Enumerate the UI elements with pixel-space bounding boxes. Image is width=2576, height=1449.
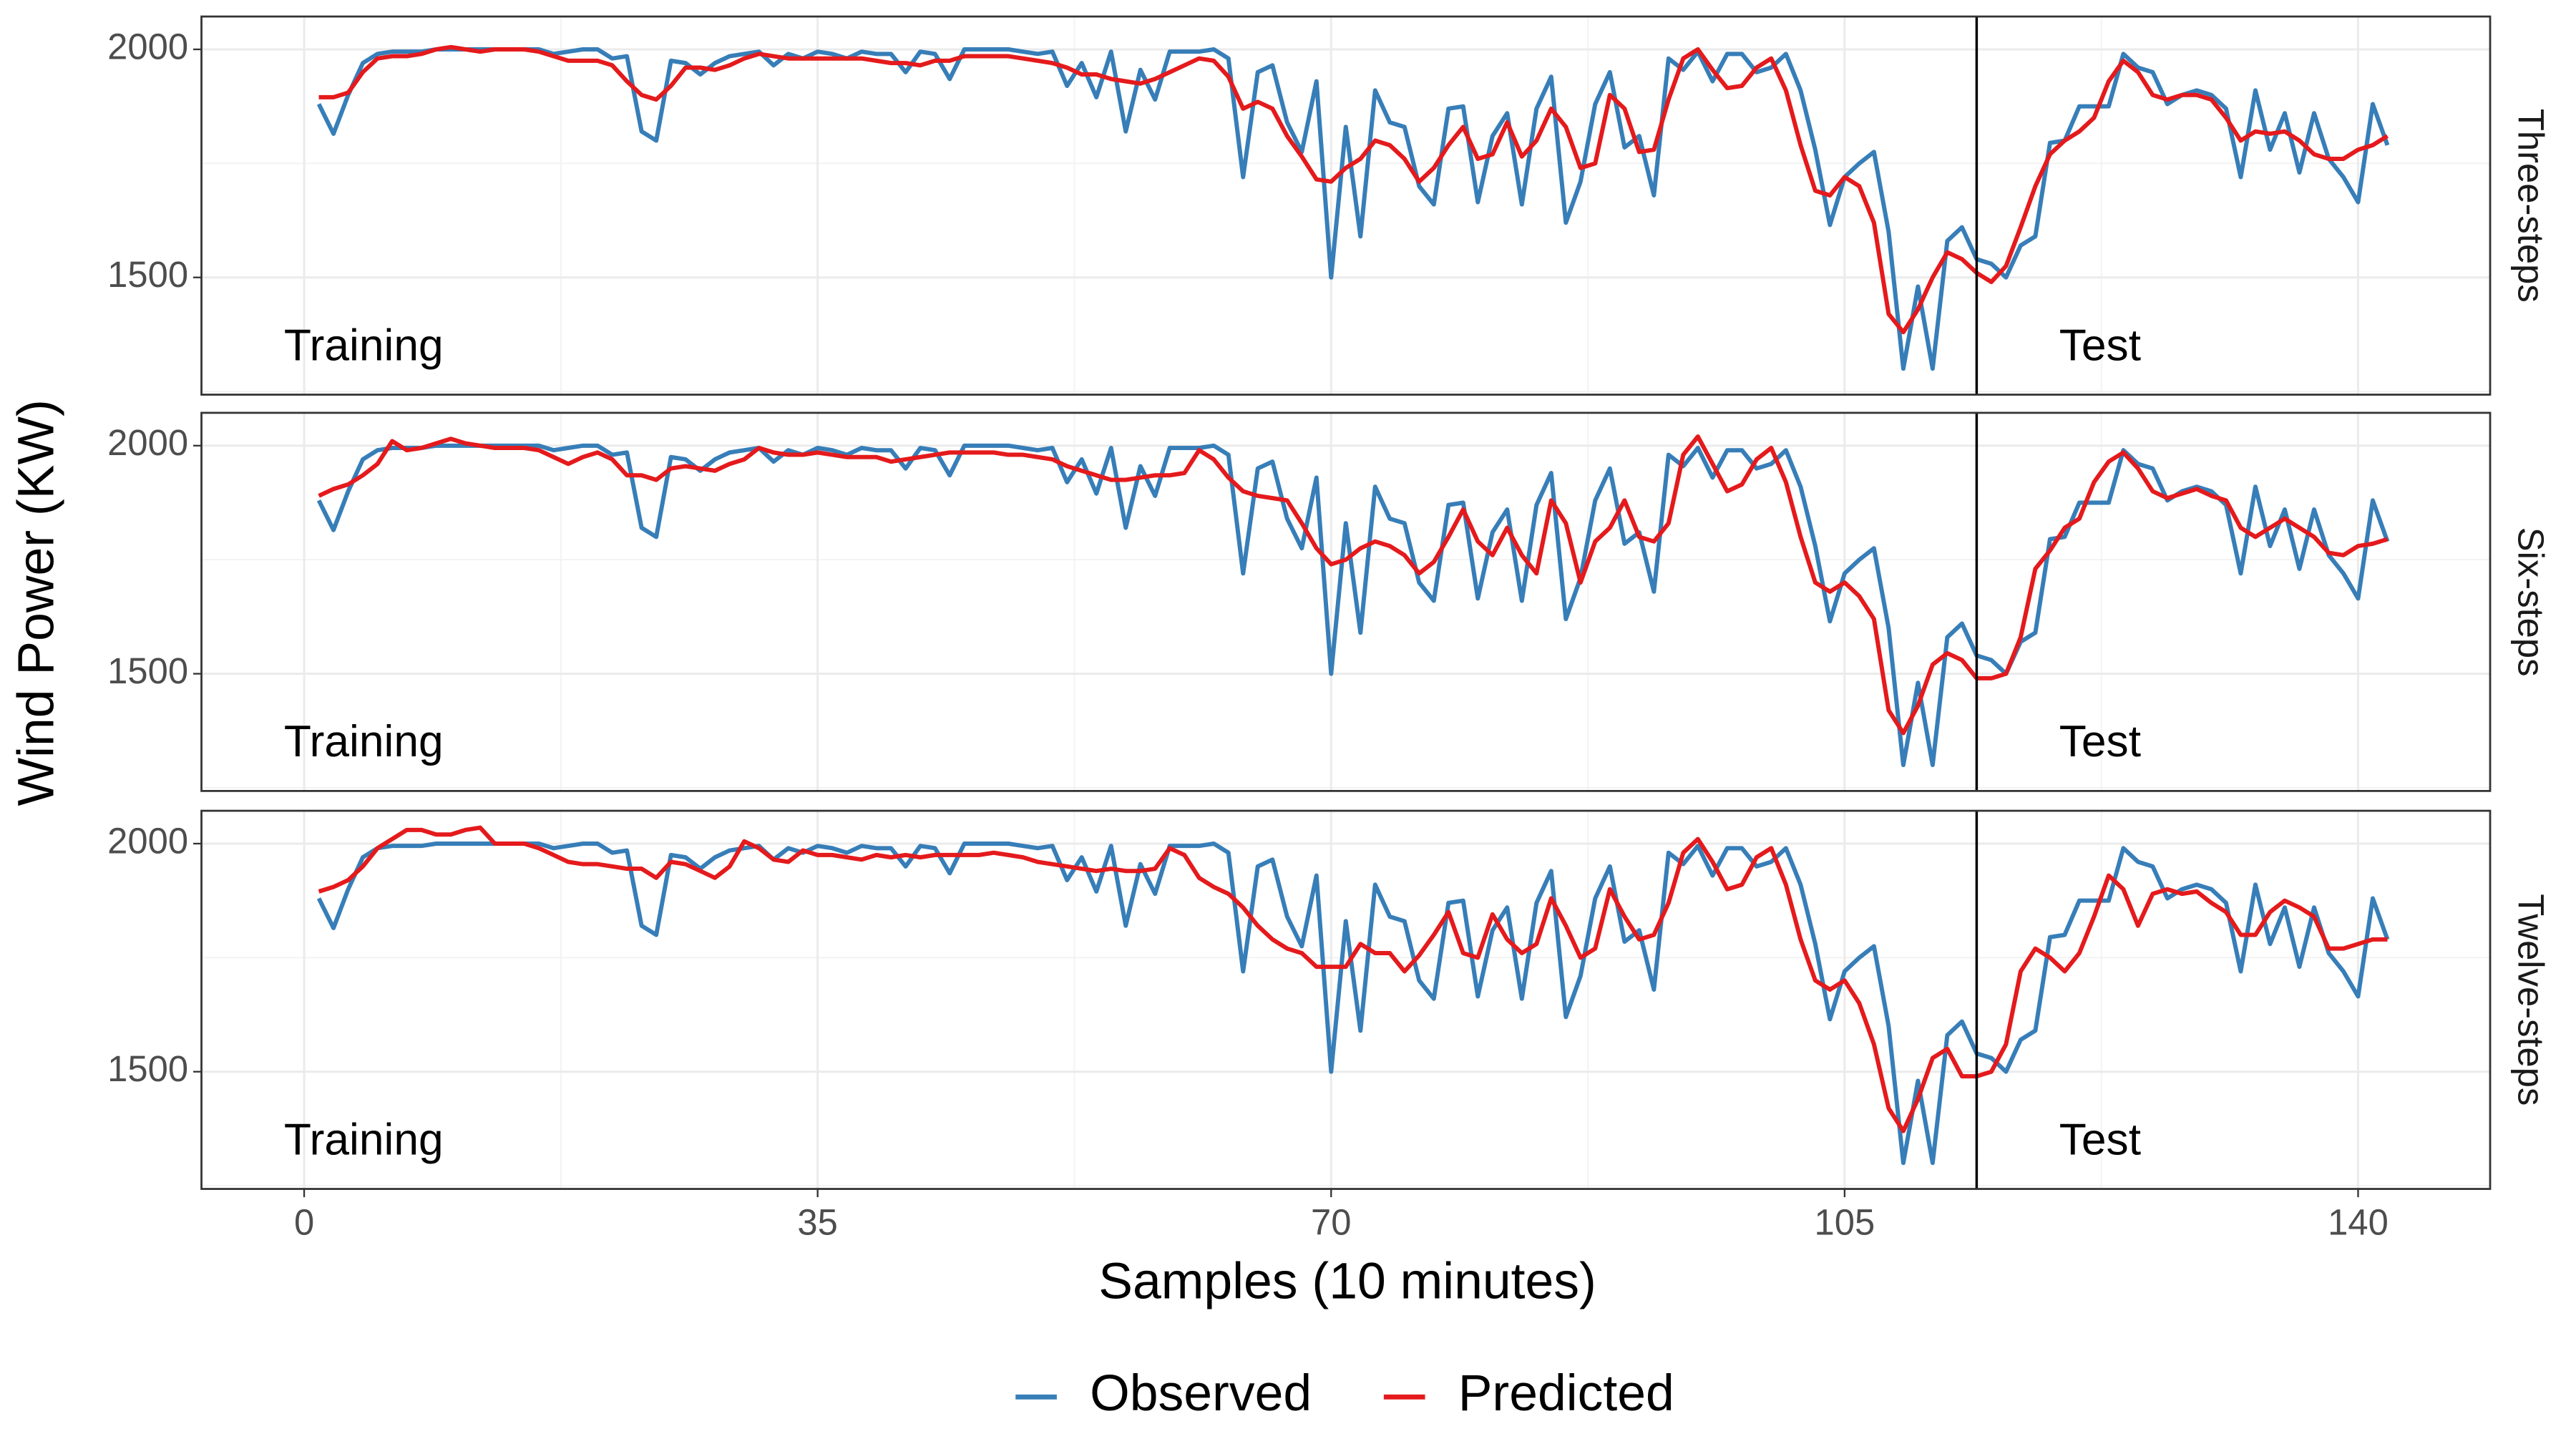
panel-border [200, 411, 2492, 792]
x-tick-label: 140 [2328, 1202, 2389, 1243]
y-tick-label: 2000 [107, 820, 188, 861]
facet-label: Twelve-steps [2511, 894, 2552, 1106]
series-line [316, 47, 2390, 371]
panel-border [200, 15, 2492, 396]
y-tick-label: 1500 [107, 650, 188, 691]
y-tick-label: 1500 [107, 1048, 188, 1089]
y-tick-label: 2000 [107, 422, 188, 463]
series-line [318, 44, 2389, 335]
y-tick-label: 1500 [107, 254, 188, 295]
legend-label: Predicted [1458, 1365, 1674, 1422]
x-tick-label: 70 [1311, 1202, 1351, 1243]
x-tick-label: 105 [1815, 1202, 1875, 1243]
annotation: Test [2059, 321, 2141, 370]
annotation: Training [284, 717, 444, 766]
annotation: Training [284, 1115, 444, 1164]
annotation: Training [284, 321, 444, 370]
x-tick-label: 35 [797, 1202, 837, 1243]
panel-border [200, 809, 2492, 1190]
facet-label: Six-steps [2511, 527, 2552, 677]
x-axis-label: Samples (10 minutes) [1098, 1252, 1596, 1309]
legend-label: Observed [1090, 1365, 1312, 1422]
annotation: Test [2059, 1115, 2141, 1164]
series-line [316, 841, 2390, 1166]
facet-label: Three-steps [2511, 109, 2552, 303]
x-tick-label: 0 [294, 1202, 314, 1243]
annotation: Test [2059, 717, 2141, 766]
series-line [318, 825, 2388, 1133]
series-line [316, 443, 2390, 768]
series-line [318, 434, 2389, 736]
y-tick-label: 2000 [107, 26, 188, 67]
y-axis-label: Wind Power (KW) [7, 399, 64, 806]
